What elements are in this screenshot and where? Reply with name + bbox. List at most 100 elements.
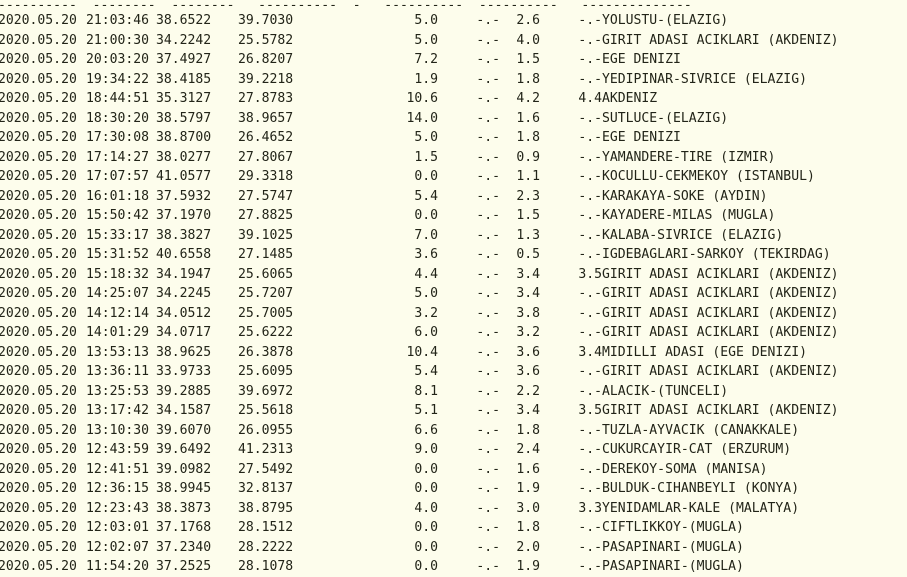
cell-depth: 14.0 <box>406 110 438 126</box>
cell-longitude: 27.5492 <box>238 461 294 477</box>
cell-ml-magnitude: 1.9 <box>516 559 540 574</box>
cell-md-magnitude: -.- <box>476 91 500 106</box>
cell-location: KALABA-SIVRICE (ELAZIG) <box>602 227 784 243</box>
cell-mw-magnitude: -.- <box>578 383 602 399</box>
cell-ml-magnitude: 3.4 <box>516 286 540 301</box>
cell-md-magnitude: -.- <box>476 32 500 48</box>
cell-md-magnitude: -.- <box>476 188 500 204</box>
table-row[interactable]: 2020.05.20 17:14:27 38.0277 27.8067 1.5 -.- 0.… <box>0 148 907 168</box>
cell-depth: 7.2 <box>414 52 438 67</box>
cell-ml-magnitude: 1.5 <box>516 208 540 223</box>
cell-ml-magnitude: 1.5 <box>516 52 540 67</box>
table-row[interactable]: 2020.05.20 15:50:42 37.1970 27.8825 0.0 -.- 1.… <box>0 206 907 226</box>
cell-ml-magnitude: 0.5 <box>516 247 540 262</box>
table-row[interactable]: 2020.05.20 12:23:43 38.3873 38.8795 4.0 -.- 3.… <box>0 499 907 519</box>
cell-depth: 0.0 <box>414 169 438 184</box>
cell-mw-magnitude: -.- <box>578 481 602 496</box>
cell-location: MIDILLI ADASI (EGE DENIZI) <box>602 344 807 360</box>
cell-longitude: 27.1485 <box>238 247 294 262</box>
cell-date: 2020.05.20 <box>0 481 77 496</box>
cell-longitude: 25.7005 <box>238 305 294 321</box>
cell-date: 2020.05.20 <box>0 344 77 360</box>
cell-mw-magnitude: 3.5 <box>578 403 602 418</box>
cell-mw-magnitude: -.- <box>578 461 602 477</box>
table-row[interactable]: 2020.05.20 13:17:42 34.1587 25.5618 5.1 -.- 3.… <box>0 401 907 421</box>
cell-ml-magnitude: 3.6 <box>516 364 540 379</box>
cell-latitude: 34.2242 <box>156 32 212 48</box>
cell-date: 2020.05.20 <box>0 559 77 574</box>
cell-location: GIRIT ADASI ACIKLARI (AKDENIZ) <box>602 403 839 418</box>
table-row[interactable]: 2020.05.20 18:44:51 35.3127 27.8783 10.6 -.- 4… <box>0 89 907 109</box>
cell-location: KARAKAYA-SOKE (AYDIN) <box>602 188 768 204</box>
cell-mw-magnitude: -.- <box>578 149 602 165</box>
cell-depth: 3.2 <box>414 305 438 321</box>
cell-time: 13:36:11 <box>86 364 150 379</box>
cell-longitude: 39.1025 <box>238 227 294 243</box>
table-row[interactable]: 2020.05.20 15:31:52 40.6558 27.1485 3.6 -.- 0.… <box>0 245 907 265</box>
cell-time: 15:31:52 <box>86 247 150 262</box>
table-row[interactable]: 2020.05.20 20:03:20 37.4927 26.8207 7.2 -.- 1.… <box>0 50 907 70</box>
table-row[interactable]: 2020.05.20 13:53:13 38.9625 26.3878 10.4 -.- 3… <box>0 343 907 363</box>
cell-mw-magnitude: -.- <box>578 325 602 340</box>
cell-latitude: 33.9733 <box>156 364 212 379</box>
cell-time: 17:14:27 <box>86 149 150 165</box>
cell-md-magnitude: -.- <box>476 383 500 399</box>
table-row[interactable]: 2020.05.20 21:00:30 34.2242 25.5782 5.0 -.- 4.… <box>0 31 907 51</box>
table-row[interactable]: 2020.05.20 12:03:01 37.1768 28.1512 0.0 -.- 1.… <box>0 518 907 538</box>
table-row[interactable]: 2020.05.20 19:34:22 38.4185 39.2218 1.9 -.- 1.… <box>0 70 907 90</box>
cell-time: 12:02:07 <box>86 539 150 555</box>
cell-depth: 0.0 <box>414 481 438 496</box>
table-row[interactable]: 2020.05.20 13:36:11 33.9733 25.6095 5.4 -.- 3.… <box>0 362 907 382</box>
cell-ml-magnitude: 2.2 <box>516 383 540 399</box>
cell-ml-magnitude: 4.2 <box>516 91 540 106</box>
cell-ml-magnitude: 3.8 <box>516 305 540 321</box>
cell-time: 19:34:22 <box>86 71 150 87</box>
table-row[interactable]: 2020.05.20 18:30:20 38.5797 38.9657 14.0 -.- 1… <box>0 109 907 129</box>
table-row[interactable]: 2020.05.20 16:01:18 37.5932 27.5747 5.4 -.- 2.… <box>0 187 907 207</box>
table-row[interactable]: 2020.05.20 13:10:30 39.6070 26.0955 6.6 -.- 1.… <box>0 421 907 441</box>
cell-ml-magnitude: 3.0 <box>516 500 540 516</box>
table-row[interactable]: 2020.05.20 15:18:32 34.1947 25.6065 4.4 -.- 3.… <box>0 265 907 285</box>
table-row[interactable]: 2020.05.20 11:54:20 37.2525 28.1078 0.0 -.- 1.… <box>0 557 907 577</box>
cell-mw-magnitude: -.- <box>578 539 602 555</box>
table-row[interactable]: 2020.05.20 12:36:15 38.9945 32.8137 0.0 -.- 1.… <box>0 479 907 499</box>
table-row[interactable]: 2020.05.20 12:41:51 39.0982 27.5492 0.0 -.- 1.… <box>0 460 907 480</box>
table-row[interactable]: 2020.05.20 12:43:59 39.6492 41.2313 9.0 -.- 2.… <box>0 440 907 460</box>
cell-time: 12:43:59 <box>86 442 150 457</box>
cell-date: 2020.05.20 <box>0 520 77 535</box>
cell-time: 21:00:30 <box>86 32 150 48</box>
cell-depth: 5.0 <box>414 286 438 301</box>
cell-md-magnitude: -.- <box>476 461 500 477</box>
cell-time: 15:50:42 <box>86 208 150 223</box>
cell-date: 2020.05.20 <box>0 422 77 438</box>
table-row[interactable]: 2020.05.20 15:33:17 38.3827 39.1025 7.0 -.- 1.… <box>0 226 907 246</box>
cell-date: 2020.05.20 <box>0 247 77 262</box>
table-row[interactable]: 2020.05.20 14:12:14 34.0512 25.7005 3.2 -.- 3.… <box>0 304 907 324</box>
cell-mw-magnitude: 3.4 <box>578 344 602 360</box>
cell-ml-magnitude: 1.6 <box>516 110 540 126</box>
table-row[interactable]: 2020.05.20 14:01:29 34.0717 25.6222 6.0 -.- 3.… <box>0 323 907 343</box>
cell-depth: 10.6 <box>406 91 438 106</box>
cell-md-magnitude: -.- <box>476 247 500 262</box>
cell-ml-magnitude: 3.4 <box>516 266 540 282</box>
cell-latitude: 39.2885 <box>156 383 212 399</box>
cell-ml-magnitude: 1.3 <box>516 227 540 243</box>
cell-ml-magnitude: 1.9 <box>516 481 540 496</box>
cell-mw-magnitude: -.- <box>578 130 602 145</box>
cell-location: SUTLUCE-(ELAZIG) <box>602 110 729 126</box>
cell-longitude: 28.2222 <box>238 539 294 555</box>
cell-ml-magnitude: 1.8 <box>516 130 540 145</box>
cell-depth: 4.0 <box>414 500 438 516</box>
table-row[interactable]: 2020.05.20 13:25:53 39.2885 39.6972 8.1 -.- 2.… <box>0 382 907 402</box>
table-row[interactable]: 2020.05.20 17:07:57 41.0577 29.3318 0.0 -.- 1.… <box>0 167 907 187</box>
table-row[interactable]: 2020.05.20 17:30:08 38.8700 26.4652 5.0 -.- 1.… <box>0 128 907 148</box>
cell-depth: 0.0 <box>414 208 438 223</box>
cell-mw-magnitude: 3.5 <box>578 266 602 282</box>
cell-longitude: 26.3878 <box>238 344 294 360</box>
cell-mw-magnitude: -.- <box>578 520 602 535</box>
cell-date: 2020.05.20 <box>0 130 77 145</box>
cell-ml-magnitude: 2.0 <box>516 539 540 555</box>
table-row[interactable]: 2020.05.20 14:25:07 34.2245 25.7207 5.0 -.- 3.… <box>0 284 907 304</box>
table-row[interactable]: 2020.05.20 12:02:07 37.2340 28.2222 0.0 -.- 2.… <box>0 538 907 558</box>
table-row[interactable]: 2020.05.20 21:03:46 38.6522 39.7030 5.0 -.- 2.… <box>0 11 907 31</box>
